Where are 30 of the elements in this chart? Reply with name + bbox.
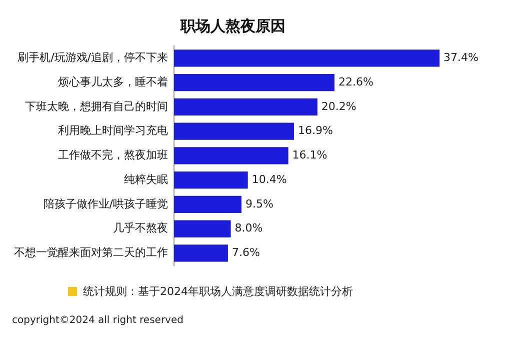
bar — [174, 74, 334, 92]
bar — [174, 122, 294, 140]
y-tick-label: 纯粹失眠 — [124, 172, 168, 186]
bar — [174, 244, 228, 262]
chart-title: 职场人熬夜原因 — [180, 16, 286, 35]
bar — [174, 196, 242, 213]
data-label: 16.1% — [292, 148, 328, 162]
bar — [174, 147, 288, 164]
y-tick-label: 陪孩子做作业/哄孩子睡觉 — [43, 197, 168, 210]
data-label: 7.6% — [232, 246, 260, 260]
bar — [174, 50, 440, 67]
data-label: 37.4% — [444, 51, 478, 64]
text: 统计规则：基于2024年职场人满意度调研数据统计分析 — [83, 284, 353, 299]
y-tick-label: 工作做不完，熬夜加班 — [58, 148, 168, 162]
bar — [174, 98, 318, 116]
y-tick-label: 下班太晚，想拥有自己的时间 — [25, 100, 168, 113]
y-tick-label: 不想一觉醒来面对第二天的工作 — [14, 246, 168, 260]
bar — [174, 172, 248, 189]
data-label: 22.6% — [338, 75, 374, 88]
y-tick-label: 刷手机/玩游戏/追剧，停不下来 — [18, 51, 168, 64]
data-label: 16.9% — [298, 124, 333, 138]
text: copyright©2024 all right reserved — [12, 315, 184, 326]
data-label: 10.4% — [252, 172, 287, 186]
bar — [174, 220, 231, 238]
y-tick-label: 利用晚上时间学习充电 — [58, 124, 168, 138]
data-label: 8.0% — [234, 222, 263, 235]
y-tick-label: 几乎不熬夜 — [113, 222, 168, 235]
y-tick-label: 烦心事儿太多，睡不着 — [58, 75, 168, 88]
data-label: 20.2% — [321, 100, 356, 113]
data-label: 9.5% — [245, 197, 274, 210]
